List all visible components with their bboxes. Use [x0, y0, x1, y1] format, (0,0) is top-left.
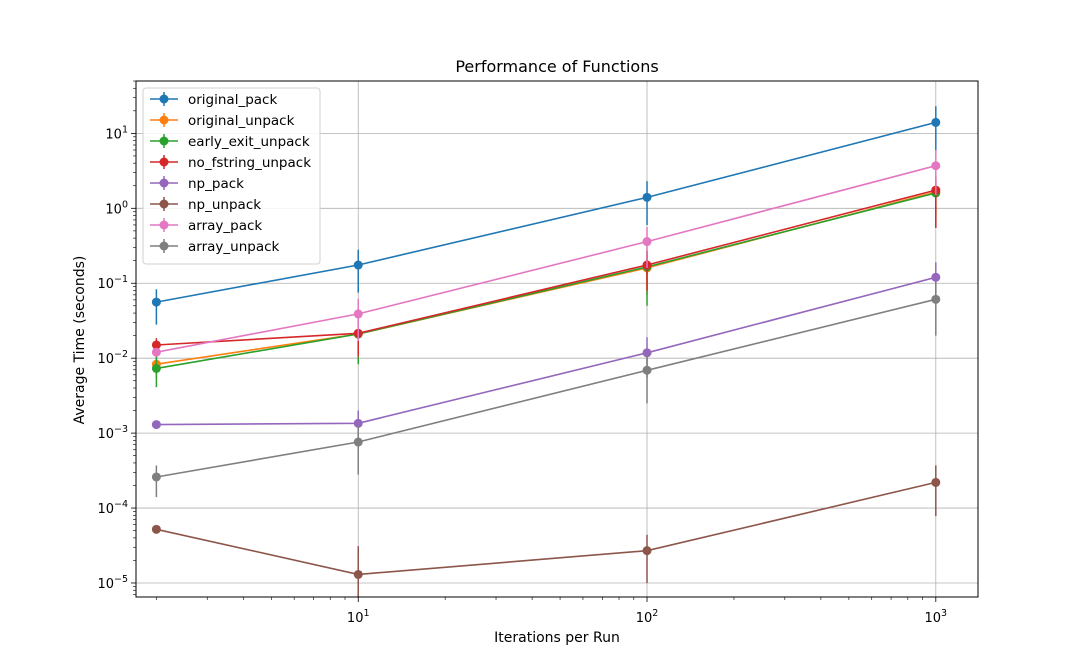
data-point — [931, 477, 941, 487]
legend-label: array_pack — [188, 218, 262, 234]
plot-frame — [135, 80, 979, 598]
legend-marker — [159, 115, 169, 125]
legend-label: np_unpack — [188, 197, 261, 213]
data-point — [931, 294, 941, 304]
legend-label: original_pack — [188, 92, 277, 108]
legend-item-array_unpack: array_unpack — [150, 239, 280, 255]
legend-marker — [159, 178, 169, 188]
legend-item-np_pack: np_pack — [150, 176, 244, 192]
series-line — [156, 164, 937, 353]
legend-item-early_exit_unpack: early_exit_unpack — [150, 134, 310, 150]
x-axis-title: Iterations per Run — [494, 630, 620, 646]
y-tick-label: 10−5 — [97, 574, 128, 592]
y-axis-title: Average Time (seconds) — [72, 256, 88, 425]
legend-item-original_pack: original_pack — [150, 92, 277, 108]
data-point — [353, 418, 363, 428]
data-point — [931, 272, 941, 282]
data-point — [642, 192, 652, 202]
data-point — [151, 340, 161, 350]
legend-item-original_unpack: original_unpack — [150, 113, 295, 129]
legend-box — [142, 87, 321, 265]
y-tick-label: 10−3 — [97, 424, 128, 442]
x-tick-label: 103 — [925, 608, 948, 626]
series-line — [156, 276, 937, 426]
chart-title: Performance of Functions — [455, 57, 658, 76]
x-tick-label: 101 — [347, 608, 370, 626]
legend-marker — [159, 157, 169, 167]
tick-layer: 101 102 103 10−5 10−4 10−3 10−2 10−1 100 101 — [97, 124, 947, 626]
data-point — [151, 347, 161, 357]
data-point — [642, 546, 652, 556]
legend-label: no_fstring_unpack — [188, 155, 311, 171]
series-line — [156, 189, 937, 346]
series-line — [156, 192, 936, 370]
data-point — [353, 569, 363, 579]
legend-item-no_fstring_unpack: no_fstring_unpack — [150, 155, 311, 171]
data-point — [642, 348, 652, 358]
legend-marker — [159, 199, 169, 209]
x-tick-label: 102 — [636, 608, 659, 626]
legend-item-np_unpack: np_unpack — [150, 197, 261, 213]
data-point — [151, 472, 161, 482]
legend-label: early_exit_unpack — [188, 134, 310, 150]
legend-marker — [159, 136, 169, 146]
data-point — [931, 161, 941, 171]
series-line — [156, 121, 937, 303]
data-point — [642, 237, 652, 247]
y-tick-label: 10−4 — [97, 499, 128, 517]
data-point — [642, 365, 652, 375]
y-tick-label: 10−2 — [97, 349, 128, 367]
legend-marker — [159, 220, 169, 230]
series-np_unpack — [151, 465, 941, 597]
series-line — [156, 298, 936, 478]
series-array_pack — [151, 150, 941, 357]
data-point — [151, 297, 161, 307]
data-point — [353, 437, 363, 447]
y-tick-label: 100 — [105, 199, 128, 217]
series-layer — [151, 106, 941, 597]
data-point — [353, 309, 363, 319]
data-point — [353, 260, 363, 270]
legend-label: array_unpack — [188, 239, 280, 255]
series-original_pack — [151, 106, 941, 325]
legend: original_pack original_unpack early_exit_u… — [142, 87, 321, 265]
legend-marker — [159, 241, 169, 251]
legend-item-array_pack: array_pack — [150, 218, 262, 234]
y-tick-label: 101 — [105, 124, 128, 142]
data-point — [151, 363, 161, 373]
data-point — [151, 524, 161, 534]
y-tick-label: 10−1 — [97, 274, 128, 292]
legend-label: np_pack — [188, 176, 244, 192]
series-array_unpack — [151, 283, 941, 498]
data-point — [151, 420, 161, 430]
series-line — [156, 481, 936, 576]
legend-marker — [159, 94, 169, 104]
legend-label: original_unpack — [188, 113, 295, 129]
data-point — [931, 117, 941, 127]
